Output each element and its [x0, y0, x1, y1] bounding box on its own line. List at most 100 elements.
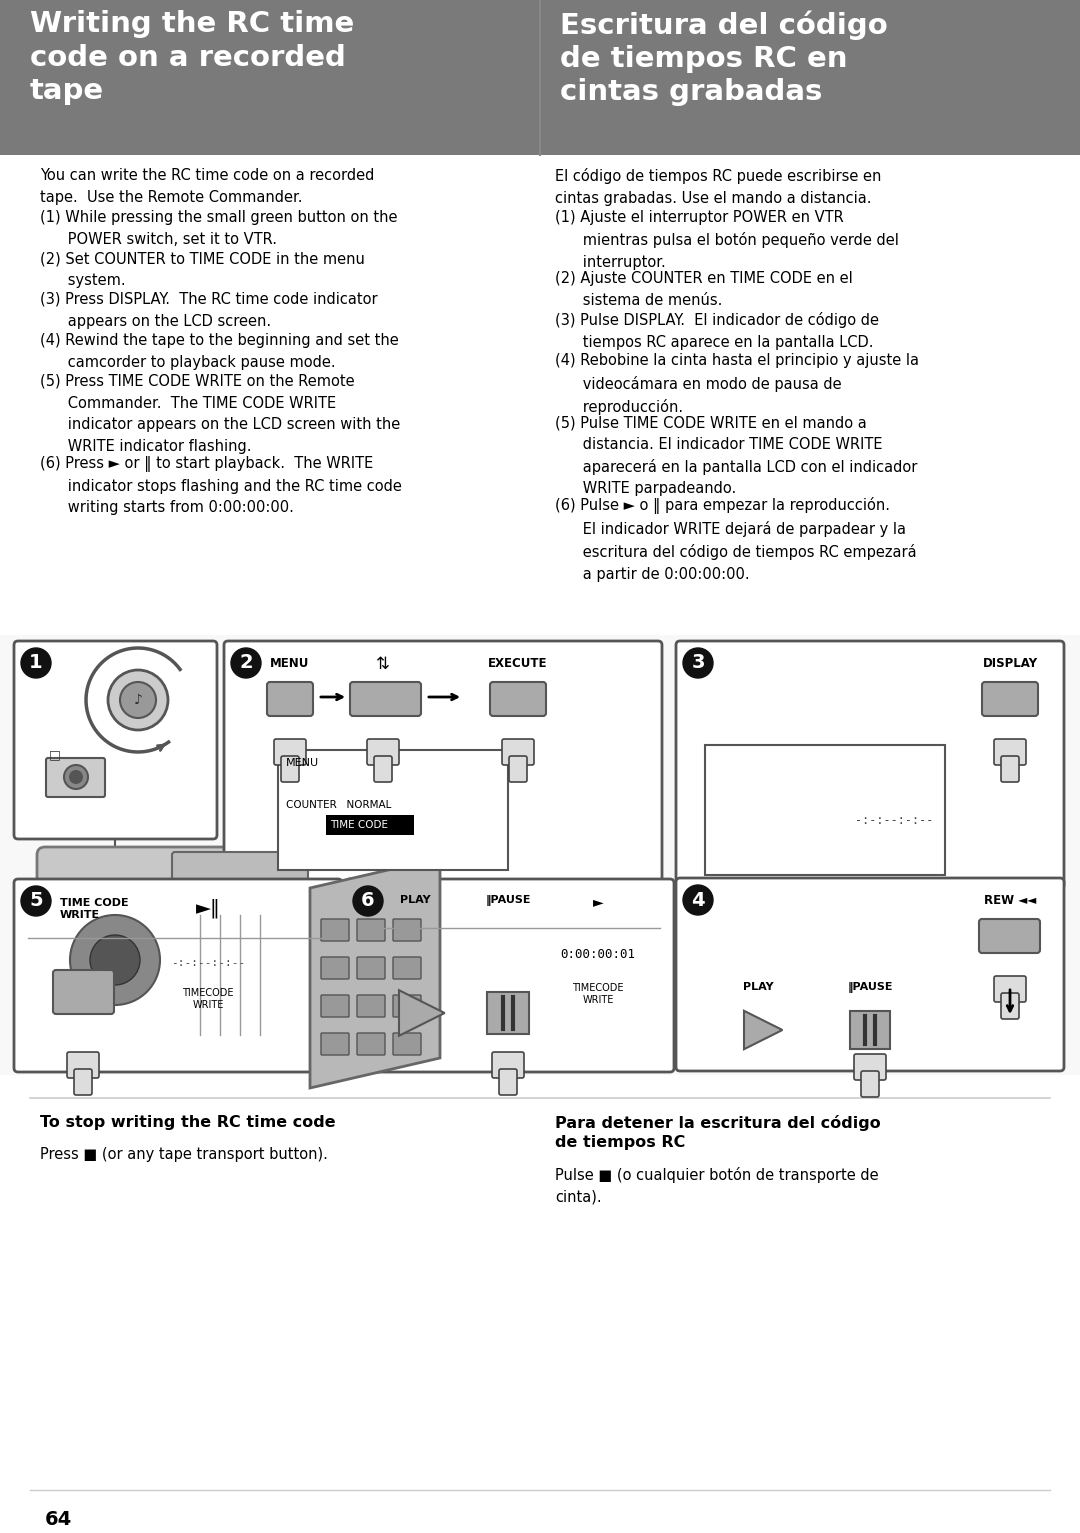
- Text: (3) Press DISPLAY.  The RC time code indicator
      appears on the LCD screen.: (3) Press DISPLAY. The RC time code indi…: [40, 291, 378, 328]
- Text: 3: 3: [691, 653, 705, 673]
- FancyBboxPatch shape: [509, 756, 527, 782]
- FancyBboxPatch shape: [367, 739, 399, 765]
- Text: □: □: [49, 748, 60, 762]
- FancyBboxPatch shape: [67, 1052, 99, 1078]
- Circle shape: [108, 670, 168, 730]
- Circle shape: [683, 648, 713, 678]
- FancyBboxPatch shape: [46, 757, 105, 797]
- Text: ‖PAUSE: ‖PAUSE: [847, 983, 893, 993]
- Text: 5: 5: [29, 892, 43, 911]
- FancyBboxPatch shape: [53, 970, 114, 1013]
- Text: (6) Press ► or ‖ to start playback.  The WRITE
      indicator stops flashing an: (6) Press ► or ‖ to start playback. The …: [40, 455, 402, 515]
- Bar: [278, 750, 508, 871]
- FancyBboxPatch shape: [346, 878, 674, 1072]
- Text: ♪: ♪: [134, 693, 143, 707]
- Text: 4: 4: [691, 891, 705, 909]
- Polygon shape: [399, 990, 445, 1036]
- FancyBboxPatch shape: [854, 1055, 886, 1081]
- Text: TIME CODE: TIME CODE: [330, 820, 388, 829]
- Text: (6) Pulse ► o ‖ para empezar la reproducción.
      El indicador WRITE dejará de: (6) Pulse ► o ‖ para empezar la reproduc…: [555, 497, 917, 583]
- Text: You can write the RC time code on a recorded
tape.  Use the Remote Commander.: You can write the RC time code on a reco…: [40, 169, 375, 204]
- FancyBboxPatch shape: [321, 1033, 349, 1055]
- Text: (2) Set COUNTER to TIME CODE in the menu
      system.: (2) Set COUNTER to TIME CODE in the menu…: [40, 251, 365, 288]
- Circle shape: [50, 895, 180, 1026]
- Bar: [705, 745, 945, 875]
- Text: (2) Ajuste COUNTER en TIME CODE en el
      sistema de menús.: (2) Ajuste COUNTER en TIME CODE en el si…: [555, 271, 853, 308]
- Text: (1) Ajuste el interruptor POWER en VTR
      mientras pulsa el botón pequeño ver: (1) Ajuste el interruptor POWER en VTR m…: [555, 210, 899, 270]
- Text: TIME CODE
WRITE: TIME CODE WRITE: [60, 898, 129, 920]
- Text: ‖PAUSE: ‖PAUSE: [485, 895, 530, 906]
- Text: 64: 64: [45, 1510, 72, 1528]
- Text: 2: 2: [239, 653, 253, 673]
- FancyBboxPatch shape: [274, 739, 306, 765]
- FancyBboxPatch shape: [357, 918, 384, 941]
- Circle shape: [353, 886, 383, 917]
- FancyBboxPatch shape: [357, 1033, 384, 1055]
- Text: TIMECODE
WRITE: TIMECODE WRITE: [572, 983, 624, 1006]
- FancyBboxPatch shape: [861, 1072, 879, 1098]
- Text: (1) While pressing the small green button on the
      POWER switch, set it to V: (1) While pressing the small green butto…: [40, 210, 397, 247]
- Text: Escritura del código
de tiempos RC en
cintas grabadas: Escritura del código de tiempos RC en ci…: [561, 11, 888, 106]
- FancyBboxPatch shape: [982, 682, 1038, 716]
- Text: -:-:--:-:--: -:-:--:-:--: [171, 958, 245, 967]
- Text: TIMECODE
WRITE: TIMECODE WRITE: [183, 987, 233, 1010]
- Bar: [326, 816, 414, 835]
- Text: Pulse ■ (o cualquier botón de transporte de
cinta).: Pulse ■ (o cualquier botón de transporte…: [555, 1167, 879, 1205]
- Text: Para detener la escritura del código
de tiempos RC: Para detener la escritura del código de …: [555, 1114, 881, 1150]
- Circle shape: [21, 886, 51, 917]
- FancyBboxPatch shape: [1001, 993, 1020, 1019]
- FancyBboxPatch shape: [393, 1033, 421, 1055]
- FancyBboxPatch shape: [393, 918, 421, 941]
- FancyBboxPatch shape: [321, 918, 349, 941]
- Text: PLAY: PLAY: [400, 895, 430, 904]
- Text: MENU: MENU: [286, 757, 319, 768]
- Text: MENU: MENU: [270, 658, 310, 670]
- Circle shape: [21, 648, 51, 678]
- FancyBboxPatch shape: [224, 641, 662, 889]
- FancyBboxPatch shape: [321, 957, 349, 980]
- Bar: [850, 1010, 890, 1049]
- FancyBboxPatch shape: [281, 756, 299, 782]
- Bar: [0, 635, 1080, 1075]
- Text: 6: 6: [361, 892, 375, 911]
- Bar: [487, 992, 529, 1033]
- FancyBboxPatch shape: [374, 756, 392, 782]
- FancyBboxPatch shape: [502, 739, 534, 765]
- Text: 0:00:00:01: 0:00:00:01: [561, 947, 635, 961]
- FancyBboxPatch shape: [499, 1069, 517, 1095]
- Text: -:-:--:-:--: -:-:--:-:--: [854, 814, 933, 826]
- Bar: [0, 0, 1080, 155]
- FancyBboxPatch shape: [994, 977, 1026, 1003]
- FancyBboxPatch shape: [37, 848, 403, 1058]
- FancyBboxPatch shape: [172, 852, 308, 894]
- Text: (5) Press TIME CODE WRITE on the Remote
      Commander.  The TIME CODE WRITE
  : (5) Press TIME CODE WRITE on the Remote …: [40, 374, 401, 454]
- Bar: [355, 900, 435, 1039]
- FancyBboxPatch shape: [321, 995, 349, 1016]
- FancyBboxPatch shape: [492, 1052, 524, 1078]
- FancyBboxPatch shape: [14, 641, 217, 839]
- Circle shape: [69, 770, 83, 783]
- Text: Writing the RC time
code on a recorded
tape: Writing the RC time code on a recorded t…: [30, 11, 354, 104]
- FancyBboxPatch shape: [357, 957, 384, 980]
- FancyBboxPatch shape: [357, 995, 384, 1016]
- Circle shape: [683, 885, 713, 915]
- Text: (3) Pulse DISPLAY.  El indicador de código de
      tiempos RC aparece en la pan: (3) Pulse DISPLAY. El indicador de códig…: [555, 313, 879, 350]
- Text: Press ■ (or any tape transport button).: Press ■ (or any tape transport button).: [40, 1147, 328, 1162]
- FancyBboxPatch shape: [978, 918, 1040, 954]
- FancyBboxPatch shape: [676, 878, 1064, 1072]
- Circle shape: [120, 682, 156, 717]
- Text: COUNTER   NORMAL: COUNTER NORMAL: [286, 800, 391, 809]
- FancyBboxPatch shape: [350, 682, 421, 716]
- FancyBboxPatch shape: [393, 957, 421, 980]
- FancyBboxPatch shape: [1001, 756, 1020, 782]
- Text: DISPLAY: DISPLAY: [983, 658, 1038, 670]
- Text: PLAY: PLAY: [743, 983, 773, 992]
- FancyBboxPatch shape: [14, 878, 342, 1072]
- Text: ⇅: ⇅: [376, 655, 390, 673]
- Text: ►‖: ►‖: [195, 898, 220, 917]
- Text: (5) Pulse TIME CODE WRITE en el mando a
      distancia. El indicador TIME CODE : (5) Pulse TIME CODE WRITE en el mando a …: [555, 415, 917, 497]
- Text: El código de tiempos RC puede escribirse en
cintas grabadas. Use el mando a dist: El código de tiempos RC puede escribirse…: [555, 169, 881, 205]
- Text: To stop writing the RC time code: To stop writing the RC time code: [40, 1114, 336, 1130]
- FancyBboxPatch shape: [676, 641, 1064, 889]
- Circle shape: [90, 935, 140, 986]
